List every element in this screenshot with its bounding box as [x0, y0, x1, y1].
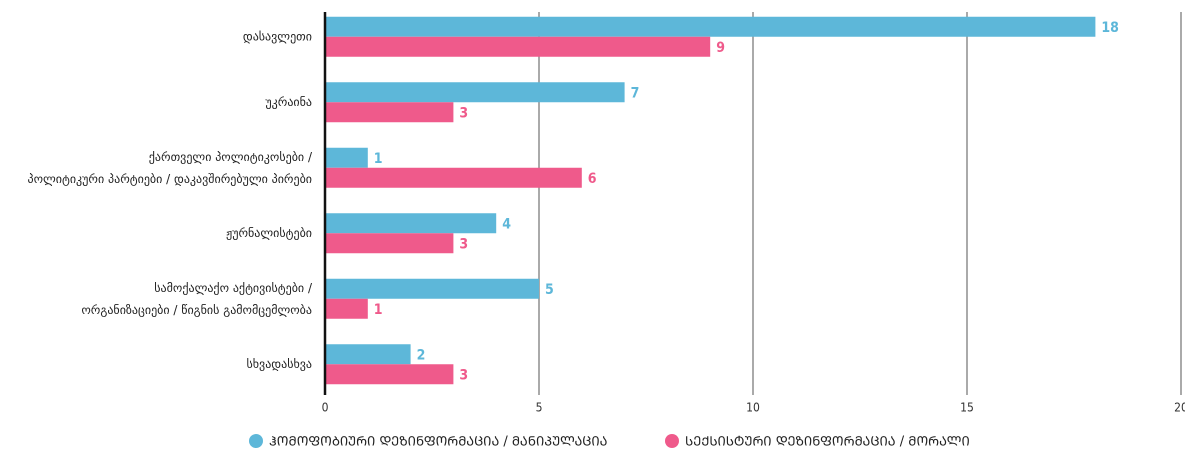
category-label-line: პოლიტიკური პარტიები / დაკავშირებული პირე… — [27, 171, 312, 185]
bar — [325, 102, 454, 123]
bar — [325, 16, 1096, 37]
bar — [325, 344, 411, 365]
category-label: ქართველი პოლიტიკოსები / პოლიტიკური პარტიე… — [27, 149, 312, 185]
bar — [325, 298, 368, 319]
x-tick-label: 0 — [322, 401, 329, 415]
value-label: 7 — [631, 85, 640, 101]
bar — [325, 82, 625, 103]
bar — [325, 36, 711, 57]
category-label-line: ორგანიზაციები / წიგნის გამომცემლობა — [81, 302, 312, 316]
category-label: დასავლეთი — [243, 29, 312, 43]
legend-swatch — [249, 434, 263, 448]
bar — [325, 278, 539, 299]
bar — [325, 233, 454, 254]
value-label: 1 — [374, 151, 383, 167]
category-label-line: ქართველი პოლიტიკოსები / — [149, 149, 313, 163]
bar — [325, 147, 368, 168]
legend-swatch — [665, 434, 679, 448]
value-label: 2 — [417, 347, 426, 363]
value-label: 3 — [459, 367, 468, 383]
value-label: 9 — [716, 40, 725, 56]
x-tick-label: 10 — [746, 401, 760, 415]
value-label: 5 — [545, 282, 554, 298]
value-label: 3 — [459, 236, 468, 252]
category-label: ჟურნალისტები — [226, 226, 312, 240]
x-tick-label: 15 — [960, 401, 974, 415]
legend-label: ᲰᲝᲛᲝᲤᲝᲑᲘᲣᲠᲘ ᲓᲔᲖᲘᲜᲤᲝᲠᲛᲐᲪᲘᲐ / ᲛᲐᲜᲘᲞᲣᲚᲐᲪᲘᲐ — [269, 435, 608, 450]
bar — [325, 213, 497, 234]
category-label-line: სამოქალაქო აქტივისტები / — [154, 280, 313, 294]
x-tick-label: 20 — [1174, 401, 1185, 415]
category-label: სამოქალაქო აქტივისტები / ორგანიზაციები / … — [81, 280, 313, 316]
x-tick-label: 5 — [536, 401, 543, 415]
value-label: 3 — [459, 105, 468, 121]
category-label: უკრაინა — [265, 95, 312, 109]
category-label: სხვადასხვა — [247, 357, 312, 371]
bar — [325, 364, 454, 385]
bar — [325, 167, 582, 188]
legend-label: ᲡᲔᲥᲡᲘᲡᲢᲣᲠᲘ ᲓᲔᲖᲘᲜᲤᲝᲠᲛᲐᲪᲘᲐ / ᲛᲝᲠᲐᲚᲘ — [685, 435, 970, 450]
value-label: 1 — [374, 302, 383, 318]
value-label: 18 — [1101, 20, 1119, 36]
value-label: 6 — [588, 171, 597, 187]
value-label: 4 — [502, 216, 511, 232]
